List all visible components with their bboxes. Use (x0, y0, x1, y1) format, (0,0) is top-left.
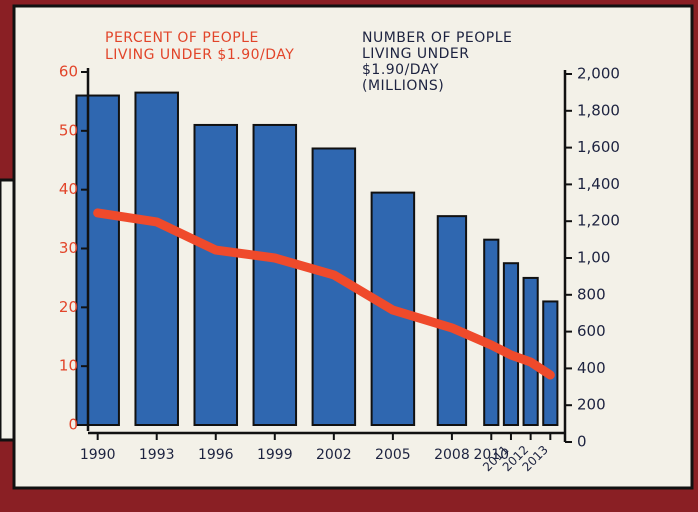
y-tick-label: 40 (59, 180, 78, 198)
y2-axis-title-line: NUMBER OF PEOPLE (362, 30, 512, 46)
x-tick-label: 1996 (198, 447, 234, 463)
bar (193, 123, 239, 426)
y-tick-label: 30 (59, 239, 78, 257)
line (93, 208, 555, 380)
x-tick-label: 1999 (257, 447, 293, 463)
bar (134, 91, 179, 426)
x-tick-label: 2010 (473, 447, 509, 463)
y2-tick-label: 400 (577, 359, 606, 377)
x-tick-label: 1990 (80, 447, 116, 463)
y-tick-label: 50 (59, 121, 78, 139)
y-tick-label: 60 (59, 63, 78, 81)
y2-tick-label: 2,000 (577, 65, 620, 83)
bar (483, 238, 500, 426)
y-axis-title-line: LIVING UNDER $1.90/DAY (105, 47, 294, 63)
y-tick-label: 0 (68, 416, 78, 434)
y2-tick-label: 0 (577, 433, 587, 451)
bar (75, 94, 120, 427)
y-tick-label: 10 (59, 357, 78, 375)
x-tick-label: 2002 (316, 447, 352, 463)
y2-tick-label: 1,200 (577, 212, 620, 230)
y2-tick-label: 1,400 (577, 175, 620, 193)
y2-tick-label: 600 (577, 322, 606, 340)
y2-tick-label: 1,800 (577, 101, 620, 119)
y2-axis-title-line: (MILLIONS) (362, 78, 444, 94)
x-tick-label: 1993 (139, 447, 175, 463)
y2-tick-label: 800 (577, 285, 606, 303)
bar (252, 123, 298, 426)
y2-axis-title-line: LIVING UNDER (362, 46, 469, 62)
y2-tick-label: 200 (577, 396, 606, 414)
bar (502, 262, 520, 427)
y-tick-label: 20 (59, 298, 78, 316)
x-tick-label: 2005 (375, 447, 411, 463)
bar (542, 300, 559, 427)
bar (522, 276, 539, 426)
y-axis-title-line: PERCENT OF PEOPLE (105, 30, 259, 46)
x-tick-label: 2008 (434, 447, 470, 463)
y2-tick-label: 1,600 (577, 138, 620, 156)
y2-axis-title-line: $1.90/DAY (362, 62, 439, 78)
y2-tick-label: 1,00 (577, 249, 610, 267)
